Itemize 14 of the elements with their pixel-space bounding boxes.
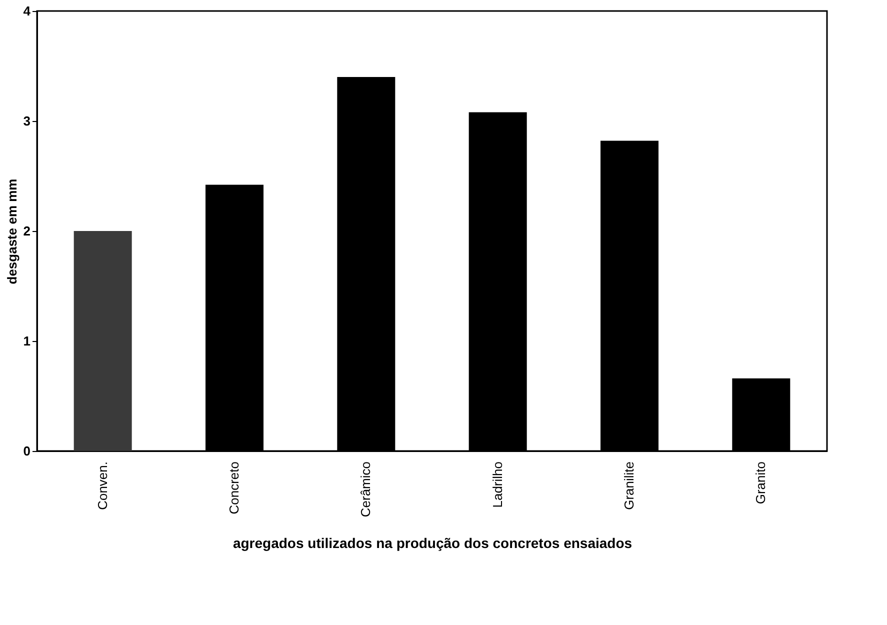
- y-tick-label: 2: [23, 224, 30, 238]
- y-axis-title: desgaste em mm: [4, 178, 20, 284]
- bar: [74, 231, 132, 451]
- y-tick-label: 3: [23, 114, 30, 128]
- y-tick-label: 1: [23, 334, 30, 348]
- y-tick-label: 0: [23, 444, 30, 458]
- x-tick-label: Concreto: [226, 462, 242, 514]
- x-axis-title: agregados utilizados na produção dos concretos ensaiados: [232, 535, 632, 552]
- x-tick-label: Granilite: [622, 462, 636, 510]
- x-tick-label: Cerâmico: [358, 462, 374, 518]
- x-tick-label: Ladrilho: [490, 462, 505, 508]
- x-tick-label: Granito: [753, 462, 768, 504]
- x-tick-label: Conven.: [94, 462, 110, 510]
- y-tick-label: 4: [23, 4, 32, 18]
